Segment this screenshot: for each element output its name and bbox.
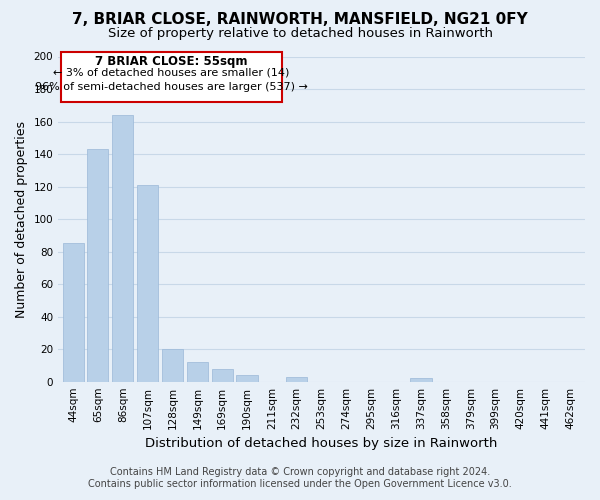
Bar [88,149,109,382]
Bar [212,368,233,382]
Bar [137,185,158,382]
Bar [112,115,133,382]
Text: 7, BRIAR CLOSE, RAINWORTH, MANSFIELD, NG21 0FY: 7, BRIAR CLOSE, RAINWORTH, MANSFIELD, NG… [72,12,528,28]
X-axis label: Distribution of detached houses by size in Rainworth: Distribution of detached houses by size … [145,437,498,450]
Bar [162,349,183,382]
Text: Size of property relative to detached houses in Rainworth: Size of property relative to detached ho… [107,28,493,40]
Text: Contains HM Land Registry data © Crown copyright and database right 2024.
Contai: Contains HM Land Registry data © Crown c… [88,468,512,489]
Text: 7 BRIAR CLOSE: 55sqm: 7 BRIAR CLOSE: 55sqm [95,55,247,68]
Bar [187,362,208,382]
Bar [286,377,307,382]
Bar [236,375,257,382]
Bar [62,244,83,382]
Bar [410,378,431,382]
Y-axis label: Number of detached properties: Number of detached properties [15,120,28,318]
FancyBboxPatch shape [61,52,282,102]
Text: 96% of semi-detached houses are larger (537) →: 96% of semi-detached houses are larger (… [35,82,308,92]
Text: ← 3% of detached houses are smaller (14): ← 3% of detached houses are smaller (14) [53,68,289,78]
